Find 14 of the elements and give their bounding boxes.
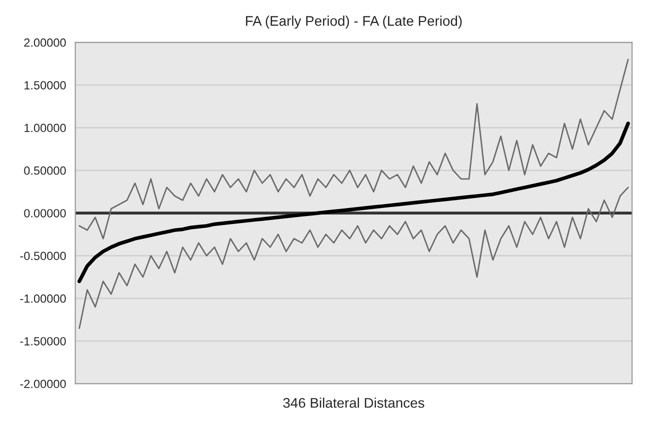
line-series — [77, 122, 630, 284]
y-tick-label: 0.50000 — [24, 166, 66, 175]
line-series — [78, 186, 629, 329]
y-tick-label: 0.00000 — [24, 209, 66, 218]
y-tick-label: -2.00000 — [20, 380, 66, 388]
y-tick-label: 1.50000 — [24, 81, 66, 90]
y-tick-label: -0.50000 — [20, 252, 66, 260]
chart-title: FA (Early Period) - FA (Late Period) — [246, 16, 462, 29]
y-tick-label: 2.00000 — [24, 38, 66, 47]
y-tick-label: -1.00000 — [20, 294, 66, 303]
line-series — [78, 58, 629, 240]
y-tick-label: -1.50000 — [20, 337, 66, 346]
y-tick-label: 1.00000 — [24, 124, 66, 132]
x-axis-title: 346 Bilateral Distances — [283, 398, 424, 408]
